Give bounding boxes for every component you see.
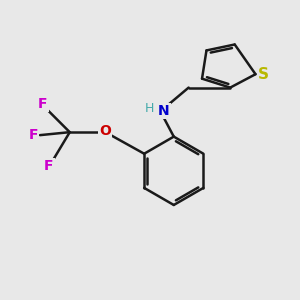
Text: H: H xyxy=(144,103,154,116)
Text: F: F xyxy=(38,97,48,111)
Text: F: F xyxy=(29,128,38,142)
Text: O: O xyxy=(100,124,111,138)
Text: F: F xyxy=(44,159,54,173)
Text: S: S xyxy=(258,67,269,82)
Text: N: N xyxy=(158,104,170,118)
